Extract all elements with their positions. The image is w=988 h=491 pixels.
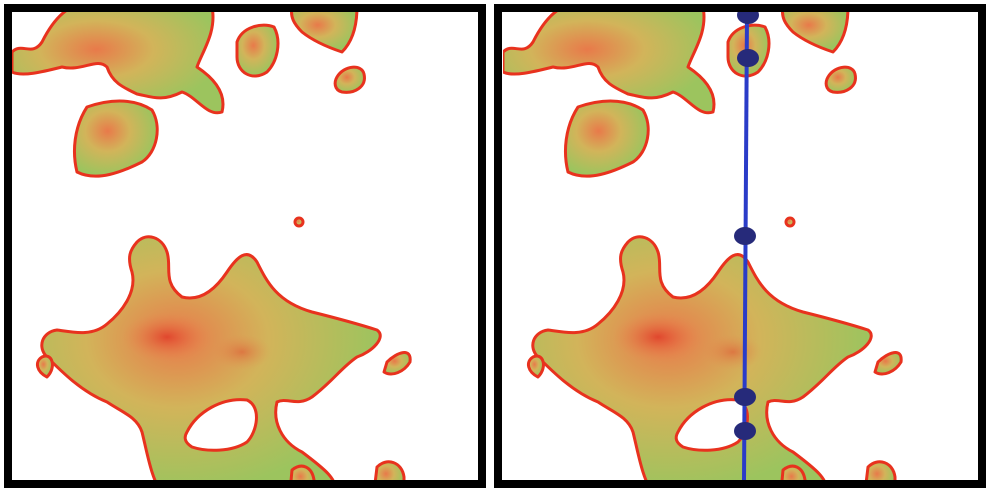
panel-frame [4,4,486,488]
density-map [12,12,412,480]
left-panel [4,4,486,488]
panel-frame [494,4,986,488]
point [734,227,756,245]
density-map [503,12,903,480]
point [734,388,756,406]
point [734,422,756,440]
point [737,49,759,67]
right-panel [494,4,986,488]
